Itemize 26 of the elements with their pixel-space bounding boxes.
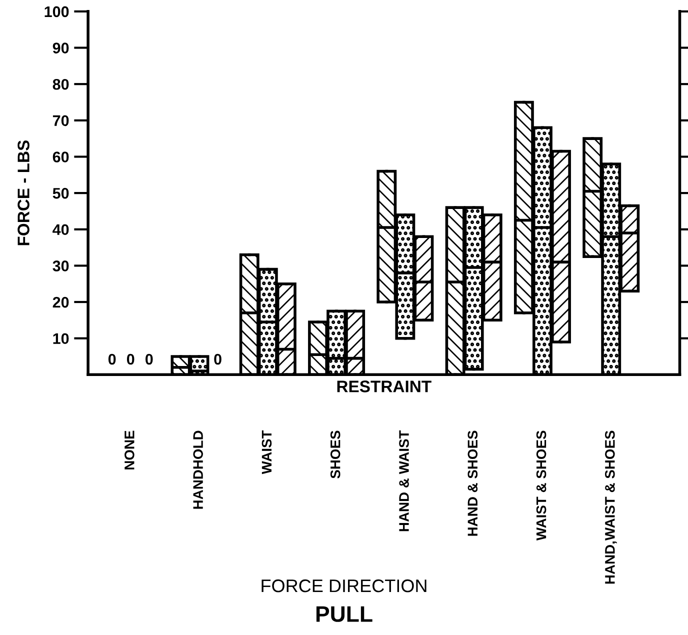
x-tick-label: SHOES [330, 430, 340, 478]
text: 0 [146, 354, 153, 365]
text: PULL [316, 606, 372, 622]
text: 0 [214, 354, 222, 365]
x-tick-label: HANDHOLD [193, 430, 203, 509]
y-tick-label: 50 [52, 188, 69, 199]
x-tick-label: NONE [124, 430, 134, 470]
y-tick-label: 90 [52, 42, 69, 54]
y-tick-label: 10 [53, 333, 69, 344]
y-tick-label: 40 [52, 224, 69, 236]
text: 0 [108, 354, 116, 365]
text: 0 [126, 354, 134, 365]
x-tick-label: HAND & SHOES [468, 430, 478, 536]
x-tick-label: WAIST [262, 430, 272, 474]
y-tick-label: 100 [44, 6, 69, 18]
x-axis-title: RESTRAINT [337, 380, 432, 392]
y-tick-label: 70 [52, 115, 69, 126]
y-tick-label: 30 [52, 260, 69, 272]
y-tick-label: 20 [52, 296, 69, 308]
x-tick-label: HAND & WAIST [399, 430, 409, 532]
y-tick-label: 80 [52, 78, 69, 90]
x-tick-label: WAIST & SHOES [536, 430, 546, 541]
text: FORCE DIRECTION [262, 579, 426, 592]
x-tick-label: HAND,WAIST & SHOES [604, 430, 617, 584]
y-tick-label: 60 [52, 152, 69, 162]
y-axis-title: FORCE - LBS [18, 140, 30, 246]
